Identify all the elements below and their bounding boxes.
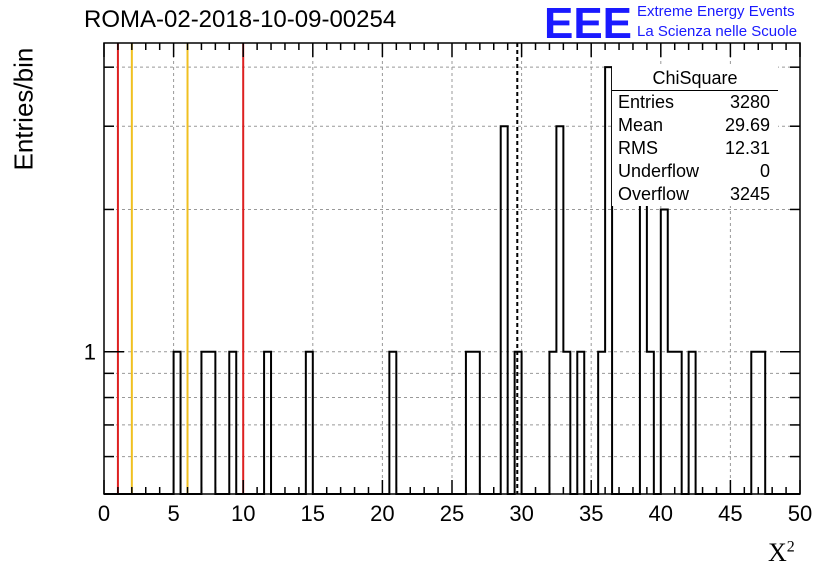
x-axis-label-sup: 2 [786, 538, 795, 556]
stats-label: Mean [618, 115, 664, 135]
stats-row: Entries 3280 [612, 91, 778, 114]
x-tick-label: 35 [579, 501, 603, 526]
x-axis-label: X2 [768, 538, 795, 568]
logo-mark: EEE [544, 2, 632, 42]
x-tick-label: 40 [649, 501, 673, 526]
stats-row: Overflow 3245 [612, 183, 778, 206]
stats-row: Underflow 0 [612, 160, 778, 183]
x-tick-label: 25 [440, 501, 464, 526]
stats-rows: Entries 3280 Mean 29.69 RMS 12.31 Underflow 0 Ov… [612, 91, 778, 206]
x-tick-label: 30 [509, 501, 533, 526]
stats-row: Mean 29.69 [612, 114, 778, 137]
eee-logo: EEE [544, 2, 632, 42]
stats-value: 0 [759, 161, 770, 181]
stats-value: 3280 [729, 92, 770, 112]
x-tick-label: 20 [370, 501, 394, 526]
stats-value: 12.31 [724, 138, 770, 158]
ticks: 0 5 10 15 20 25 30 35 40 45 50 1 [84, 43, 812, 526]
stats-label: RMS [618, 138, 658, 158]
x-tick-label: 0 [98, 501, 110, 526]
histogram-bin [501, 126, 508, 494]
stats-label: Underflow [618, 161, 700, 181]
x-tick-label: 45 [718, 501, 742, 526]
x-tick-label: 15 [301, 501, 325, 526]
chart-title: ROMA-02-2018-10-09-00254 [84, 6, 397, 33]
x-tick-label: 10 [231, 501, 255, 526]
logo-line2: La Scienza nelle Scuole [637, 23, 798, 40]
stats-value: 3245 [729, 184, 770, 204]
stats-label: Entries [618, 92, 675, 112]
reference-lines [116, 43, 519, 494]
y-tick-label: 1 [84, 340, 96, 365]
stats-box: ChiSquare Entries 3280 Mean 29.69 RMS 12.31 Un… [612, 66, 778, 206]
x-tick-label: 5 [167, 501, 179, 526]
logo-line1: Extreme Energy Events [637, 3, 795, 20]
stats-value: 29.69 [724, 115, 770, 135]
grid [104, 43, 800, 494]
stats-label: Overflow [618, 184, 690, 204]
stats-row: RMS 12.31 [612, 137, 778, 160]
stats-title: ChiSquare [612, 66, 778, 91]
x-tick-label: 50 [788, 501, 812, 526]
x-axis-label-base: X [768, 538, 787, 567]
histogram-bin [556, 126, 563, 494]
